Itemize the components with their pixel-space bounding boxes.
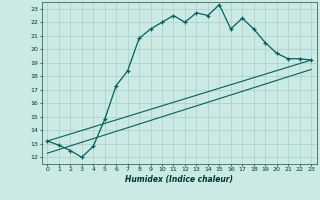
X-axis label: Humidex (Indice chaleur): Humidex (Indice chaleur) xyxy=(125,175,233,184)
